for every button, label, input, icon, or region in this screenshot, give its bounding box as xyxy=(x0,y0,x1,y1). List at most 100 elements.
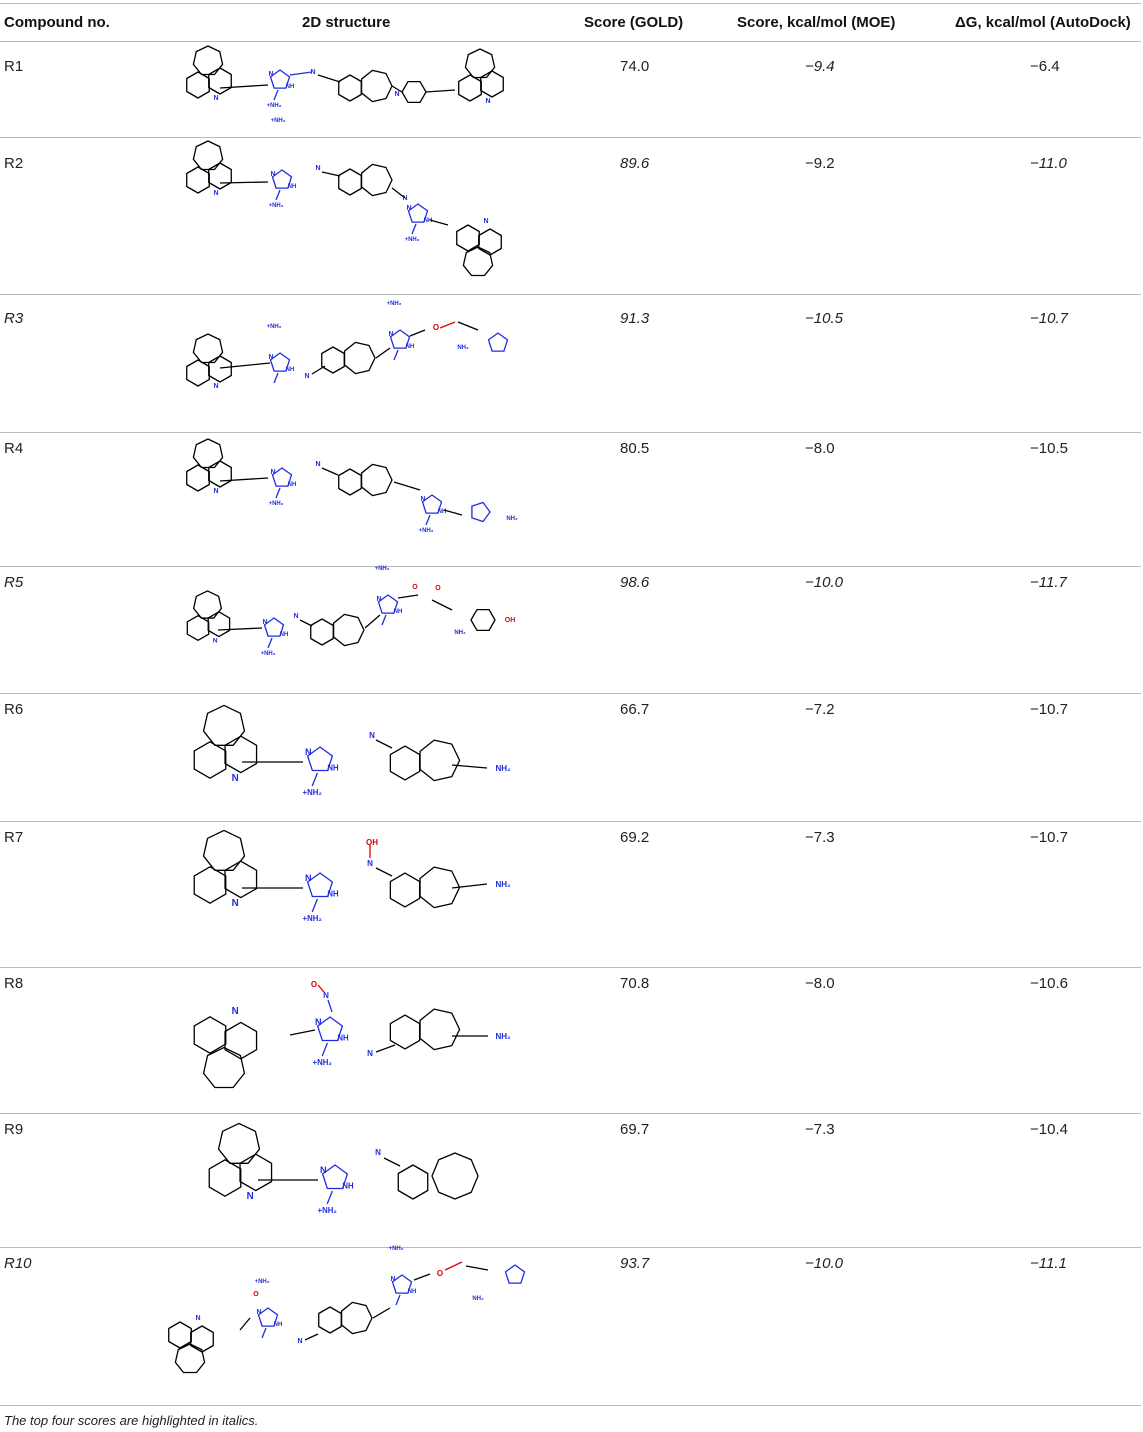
gold-score: 69.7 xyxy=(620,1121,650,1138)
compound-id: R2 xyxy=(4,155,24,172)
cycloheptane-ring xyxy=(360,463,393,497)
compound-id: R3 xyxy=(4,310,24,327)
bond xyxy=(439,321,456,329)
cycloheptane-ring xyxy=(360,163,393,197)
atom-label: +NH₂ xyxy=(267,103,282,109)
atom-label: NH xyxy=(342,1181,354,1190)
bond xyxy=(299,619,313,627)
moe-score: −10.5 xyxy=(805,310,843,327)
atom-label: O xyxy=(437,1269,443,1278)
atom-label: N xyxy=(268,71,273,78)
table-rule xyxy=(0,41,1141,42)
benzene-ring xyxy=(186,359,210,387)
cycloheptane-ring xyxy=(419,866,461,909)
pyridazine-ring xyxy=(208,162,232,190)
benzene-ring xyxy=(193,1016,227,1054)
atom-label: +NH₂ xyxy=(313,1058,333,1067)
cycloheptane-ring xyxy=(202,704,246,746)
table-rule xyxy=(0,1405,1141,1406)
atom-label: N xyxy=(305,873,312,883)
bond xyxy=(275,487,281,499)
atom-label: NH xyxy=(394,609,403,615)
header-moe: Score, kcal/mol (MOE) xyxy=(737,14,896,31)
atom-label: N xyxy=(213,488,218,495)
bond xyxy=(273,89,279,101)
bond xyxy=(321,1042,329,1057)
benzene-ring xyxy=(193,866,227,904)
atom-label: +NH₂ xyxy=(271,118,286,124)
bond xyxy=(391,187,406,199)
bond xyxy=(275,189,281,201)
cycloheptane-ring xyxy=(419,739,461,782)
bond xyxy=(411,223,417,235)
compound-id: R8 xyxy=(4,975,24,992)
atom-label: N xyxy=(232,898,239,909)
autodock-score: −10.4 xyxy=(1030,1121,1068,1138)
atom-label: NH₂ xyxy=(472,1296,484,1302)
moe-score: −8.0 xyxy=(805,975,835,992)
atom-label: N xyxy=(195,1315,200,1322)
gold-score: 69.2 xyxy=(620,829,650,846)
triazole-ring xyxy=(389,329,411,349)
atom-label: N xyxy=(369,731,375,740)
table-rule xyxy=(0,3,1141,4)
atom-label: N xyxy=(213,190,218,197)
atom-label: N xyxy=(315,461,320,468)
cycloheptane-ring xyxy=(192,590,223,619)
atom-label: NH₂ xyxy=(495,764,511,773)
atom-label: +NH₂ xyxy=(419,528,434,534)
benzene-ring xyxy=(389,872,421,908)
cycloheptane-ring xyxy=(340,1301,373,1335)
atom-label: N xyxy=(394,91,399,98)
atom-label: NH xyxy=(408,1289,417,1295)
atom-label: OH xyxy=(505,617,516,624)
triazole-ring xyxy=(377,594,399,614)
gold-score: 98.6 xyxy=(620,574,650,591)
moe-score: −9.4 xyxy=(805,58,835,75)
benzene-ring xyxy=(321,346,345,374)
atom-label: N xyxy=(247,1191,254,1202)
gold-score: 66.7 xyxy=(620,701,650,718)
atom-label: NH₂ xyxy=(454,630,466,636)
cycloheptane-ring xyxy=(360,69,393,103)
bond xyxy=(393,349,399,361)
pyridazine-ring xyxy=(208,355,232,383)
bond xyxy=(391,85,403,93)
bond xyxy=(311,772,319,787)
triazole-ring xyxy=(269,352,291,372)
atom-label: +NH₂ xyxy=(269,203,284,209)
gold-score: 70.8 xyxy=(620,975,650,992)
compound-id: R9 xyxy=(4,1121,24,1138)
benzene-ring xyxy=(338,168,362,196)
header-gold: Score (GOLD) xyxy=(584,14,684,31)
triazole-ring xyxy=(316,1016,344,1042)
compound-id: R7 xyxy=(4,829,24,846)
triazole-ring xyxy=(263,617,285,637)
cycloheptane-ring xyxy=(464,48,496,79)
bond xyxy=(375,347,391,359)
benzene-ring xyxy=(168,1321,192,1349)
atom-label: NH xyxy=(327,763,339,772)
atom-label: N xyxy=(256,1309,261,1316)
bond xyxy=(219,362,271,369)
table-rule xyxy=(0,967,1141,968)
benzene-ring xyxy=(186,464,210,492)
gold-score: 80.5 xyxy=(620,440,650,457)
bond xyxy=(317,74,341,83)
triazole-ring xyxy=(306,872,334,898)
pyridazine-ring xyxy=(190,1325,214,1353)
atom-label: N xyxy=(268,354,273,361)
autodock-score: −10.6 xyxy=(1030,975,1068,992)
atom-label: +NH₂ xyxy=(387,301,402,307)
bond xyxy=(217,627,263,631)
bond xyxy=(395,1294,401,1306)
bond xyxy=(393,481,421,491)
atom-label: N xyxy=(390,1276,395,1283)
benzene-ring xyxy=(208,1159,242,1197)
benzene-ring xyxy=(186,615,210,641)
bond xyxy=(219,84,269,89)
benzene-ring xyxy=(456,224,480,252)
atom-label: +NH₂ xyxy=(318,1206,338,1215)
pyridazine-ring xyxy=(208,67,232,95)
atom-label: N xyxy=(293,613,298,620)
